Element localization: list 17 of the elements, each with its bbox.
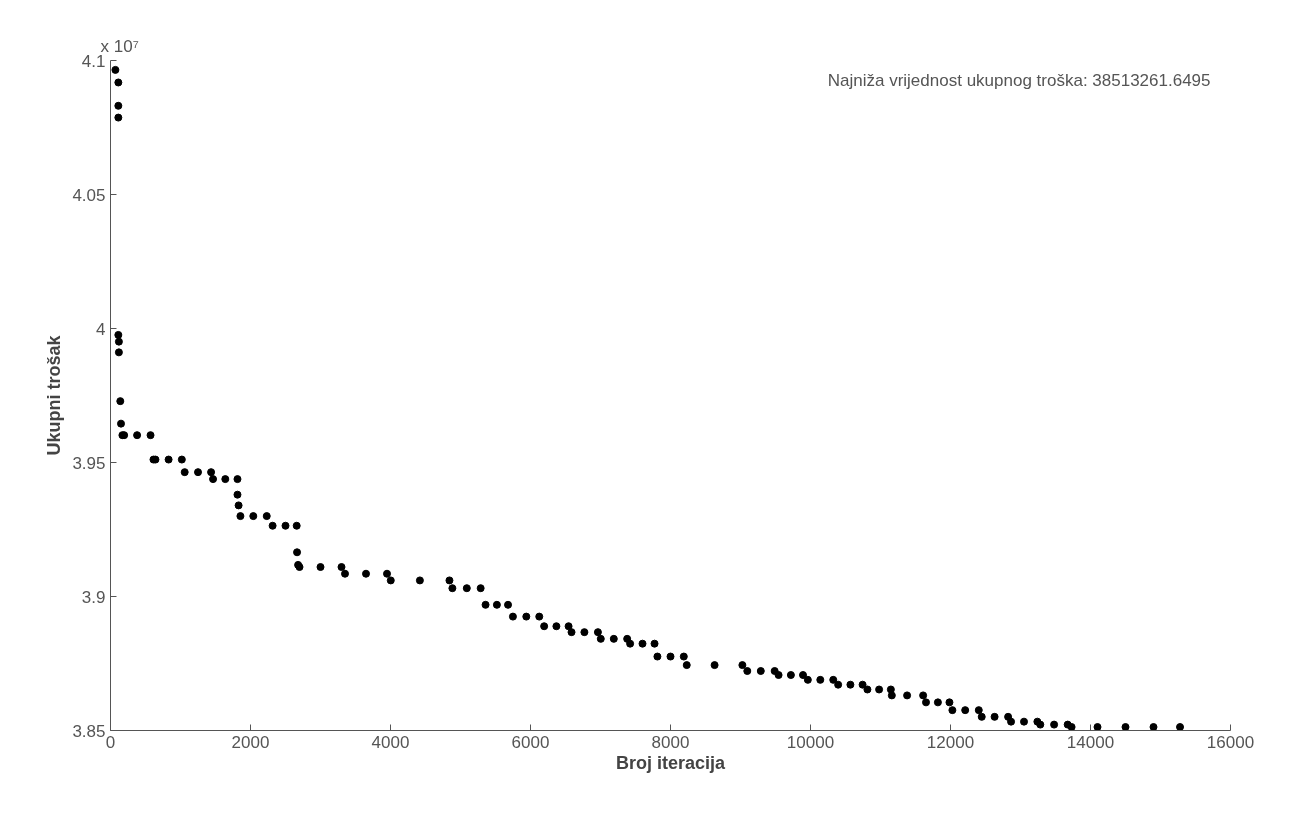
y-tick-label: 3.9	[81, 587, 106, 607]
x-tick-label: 14000	[1066, 732, 1115, 752]
y-axis-title: Ukupni trošak	[44, 334, 65, 456]
x-tick-label: 4000	[371, 732, 410, 752]
x-axis-title: Broj iteracija	[615, 752, 727, 773]
y-tick-label: 4.05	[72, 185, 106, 205]
y-tick-label: 4	[96, 319, 106, 339]
x-tick-label: 6000	[511, 732, 550, 752]
annotation: Najniža vrijednost ukupnog troška: 38513261.6495	[827, 70, 1211, 90]
x-tick-label: 10000	[786, 732, 835, 752]
y-tick-label: 3.95	[72, 453, 106, 473]
x-tick-label: 0	[105, 732, 116, 752]
x-tick-label: 12000	[926, 732, 975, 752]
x-tick-label: 8000	[651, 732, 690, 752]
x-tick-label: 16000	[1206, 732, 1255, 752]
y-tick-label: 3.85	[72, 721, 106, 741]
x-tick-label: 2000	[231, 732, 270, 752]
